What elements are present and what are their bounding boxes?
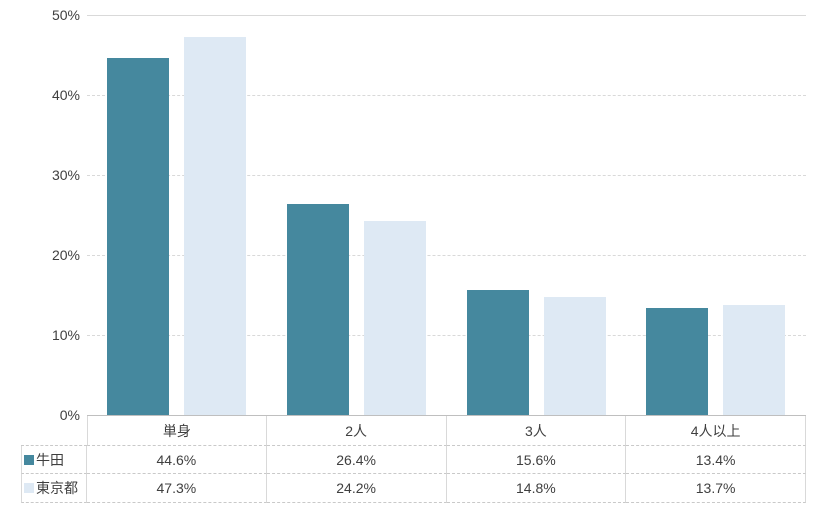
table-header-3: 3人 (446, 416, 627, 446)
table-value-r1-c1: 44.6% (87, 446, 267, 474)
legend-swatch-series1 (24, 454, 34, 465)
table-value-r2-c1: 47.3% (87, 474, 267, 503)
bar-series1-cat3 (466, 290, 529, 415)
table-header-4: 4人以上 (626, 416, 806, 446)
bar-series2-cat3 (543, 296, 606, 415)
y-axis-label-0%: 0% (59, 407, 80, 423)
y-axis: 0% 10% 20% 30% 40% 50% (0, 7, 80, 423)
table-value-r2-c2: 24.2% (266, 474, 447, 503)
table-value-r1-c4: 13.4% (626, 446, 806, 474)
legend-swatch-series2 (24, 483, 34, 493)
bar-series1-cat1 (107, 58, 169, 415)
table-header-2: 2人 (266, 416, 447, 446)
plot-area (87, 15, 806, 416)
table-value-r1-c2: 26.4% (266, 446, 447, 474)
gridline-10% (87, 335, 806, 336)
gridline-30% (87, 175, 806, 176)
y-axis-label-10%: 10% (51, 327, 80, 343)
data-table: 単身 2人 3人 4人以上牛田 44.6% 26.4% 15.6% 13.4% 東京都 47.3%… (21, 416, 806, 503)
gridline-20% (87, 255, 806, 256)
y-axis-label-20%: 20% (51, 247, 80, 263)
table-value-r2-c3: 14.8% (446, 474, 627, 503)
legend-label: 東京都 (36, 480, 78, 496)
bar-series1-cat2 (286, 203, 349, 415)
y-axis-label-50%: 50% (51, 7, 80, 23)
gridline-50% (87, 15, 806, 16)
bar-series2-cat1 (184, 36, 246, 415)
y-axis-label-40%: 40% (51, 87, 80, 103)
table-header-1: 単身 (87, 416, 267, 446)
table-value-r2-c4: 13.7% (626, 474, 806, 503)
table-row-label-1: 牛田 (21, 446, 87, 474)
table-corner-cell (21, 416, 87, 446)
table-row-label-2: 東京都 (21, 474, 87, 503)
table-value-r1-c3: 15.6% (446, 446, 627, 474)
gridline-40% (87, 95, 806, 96)
bar-series2-cat2 (363, 221, 426, 415)
legend-label: 牛田 (36, 451, 64, 468)
bar-series2-cat4 (723, 305, 786, 415)
bar-series1-cat4 (646, 307, 709, 415)
y-axis-label-30%: 30% (51, 167, 80, 183)
